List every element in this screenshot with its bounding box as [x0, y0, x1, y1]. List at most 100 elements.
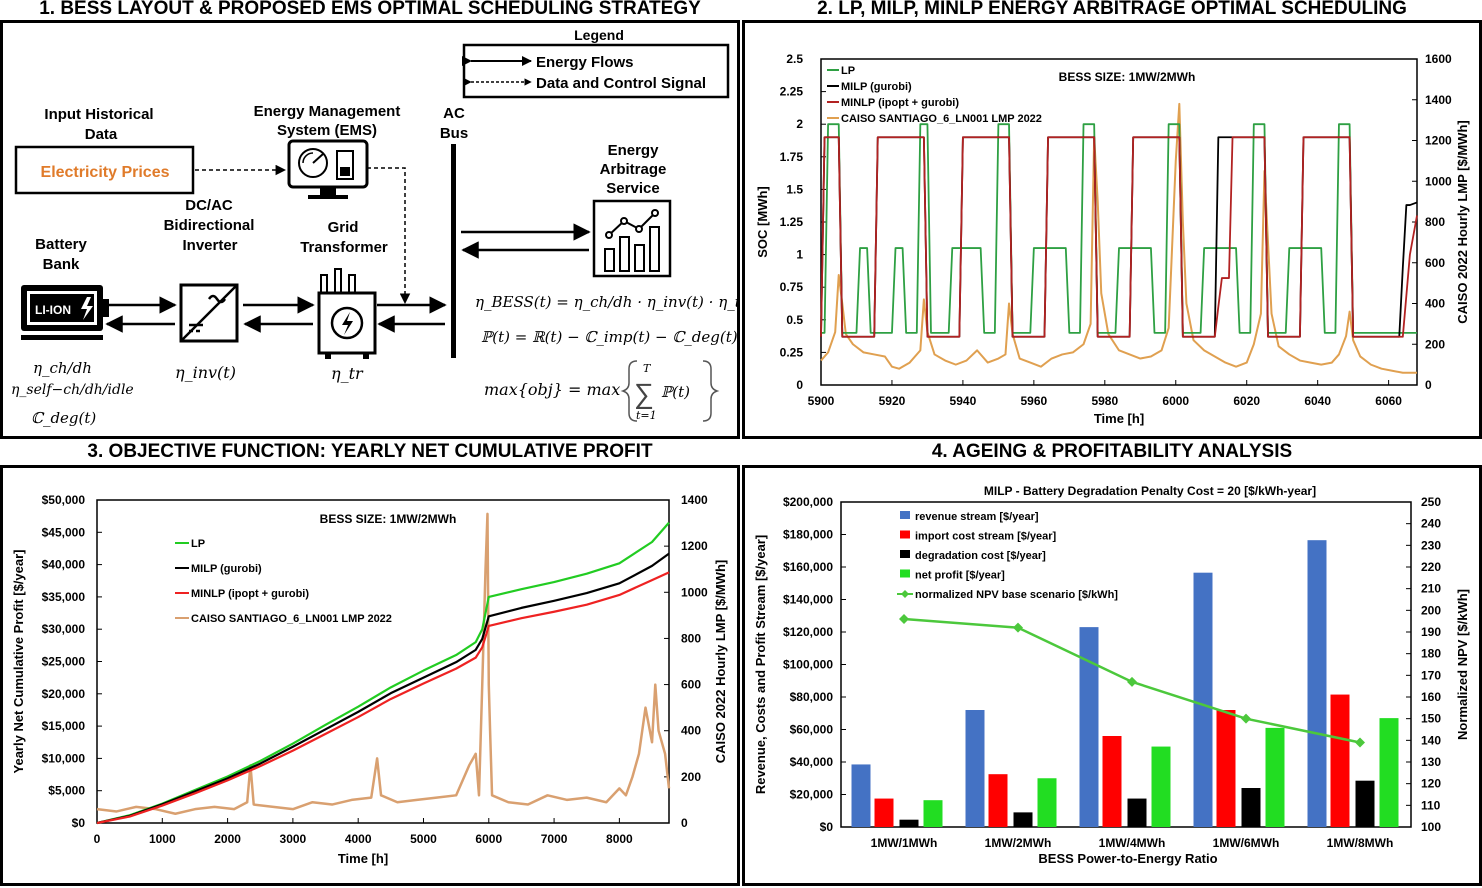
y-tick-label: 2.25	[780, 85, 804, 99]
panel-ageing: $0 $20,000 $40,000 $60,000 $80,000 $100,000 $1…	[742, 465, 1482, 886]
series-line-1	[96, 552, 670, 825]
series-line-0	[96, 521, 670, 825]
ems-line1: Energy Management	[254, 103, 401, 120]
input-historical-line1: Input Historical	[44, 106, 153, 123]
y2-tick-label: 210	[1421, 582, 1441, 596]
scheduling-chart: 0 0.25 0.5 0.75 1 1.25 1.5 1.75 2 2.25 2.5 0 200 400 6…	[755, 52, 1470, 426]
x-tick-label: 5940	[950, 394, 977, 408]
y-tick-label: $100,000	[783, 658, 833, 672]
y2-tick-label: 220	[1421, 560, 1441, 574]
x-tick-label: 7000	[541, 832, 568, 846]
equation-sum-term: ℙ(t)	[661, 383, 690, 401]
electricity-prices-box	[14, 145, 195, 195]
inverter-line2: Bidirectional	[164, 217, 255, 234]
legend-label-3: CAISO SANTIAGO_6_LN001 LMP 2022	[841, 113, 1042, 125]
bess-layout-diagram: Legend Energy Flows Data and Control Sig…	[11, 27, 749, 427]
panel-scheduling: 0 0.25 0.5 0.75 1 1.25 1.5 1.75 2 2.25 2.5 0 200 400 6…	[742, 20, 1482, 439]
x-tick-label: 6000	[1162, 394, 1189, 408]
arbitrage-line1: Energy	[608, 142, 660, 159]
battery-line2: Bank	[43, 256, 80, 273]
npv-point-1	[1013, 622, 1023, 633]
x-tick-label: 8000	[606, 832, 633, 846]
bar-2-4	[1355, 780, 1375, 827]
legend-label-1: MILP (gurobi)	[191, 563, 262, 575]
inverter-icon	[179, 283, 239, 343]
series-line-2	[96, 571, 670, 825]
bar-0-0	[851, 764, 871, 827]
legend-label-2: MINLP (ipopt + gurobi)	[191, 588, 309, 600]
eta-self-label: η_self−ch/dh/idle	[11, 382, 134, 398]
x-category-label: 1MW/8MWh	[1327, 836, 1394, 850]
y2-tick-label: 1600	[1425, 52, 1452, 66]
y2-tick-label: 1400	[1425, 93, 1452, 107]
legend-label-0: LP	[191, 538, 205, 550]
y-tick-label: $20,000	[790, 788, 834, 802]
bar-2-3	[1241, 788, 1261, 827]
x-axis-label: Time [h]	[338, 851, 388, 866]
battery-line1: Battery	[35, 236, 87, 253]
panel3-title: 3. OBJECTIVE FUNCTION: YEARLY NET CUMULA…	[87, 441, 653, 462]
bar-3-2	[1151, 746, 1171, 827]
y-tick-label: $0	[72, 816, 86, 830]
y-tick-label: $40,000	[790, 755, 834, 769]
legend-label-1: import cost stream [$/year]	[915, 531, 1057, 543]
bar-0-1	[965, 710, 985, 827]
legend-label-1: MILP (gurobi)	[841, 81, 912, 93]
legend-label-2: MINLP (ipopt + gurobi)	[841, 97, 959, 109]
y-tick-label: $140,000	[783, 593, 833, 607]
cumulative-profit-chart: $0 $5,000 $10,000 $15,000 $20,000 $25,000 $30,…	[11, 493, 728, 866]
y2-tick-label: 200	[681, 770, 701, 784]
equation-sum-lower: t=1	[636, 409, 657, 422]
y-tick-label: 0.25	[780, 345, 804, 359]
y2-tick-label: 1000	[681, 585, 708, 599]
ac-bus-bar	[451, 144, 456, 358]
panel-cumulative-profit: $0 $5,000 $10,000 $15,000 $20,000 $25,000 $30,…	[0, 465, 740, 886]
bar-1-0	[874, 798, 894, 827]
npv-point-2	[1127, 676, 1137, 687]
x-tick-label: 3000	[280, 832, 307, 846]
legend-energy-flows: Energy Flows	[536, 54, 634, 71]
bar-3-4	[1379, 718, 1399, 827]
bar-0-4	[1307, 540, 1327, 827]
legend-label-3: net profit [$/year]	[915, 570, 1005, 582]
y-tick-label: $50,000	[42, 493, 86, 507]
bar-0-2	[1079, 627, 1099, 827]
y-tick-label: $80,000	[790, 690, 834, 704]
y-tick-label: $60,000	[790, 723, 834, 737]
x-tick-label: 5980	[1091, 394, 1118, 408]
eta-tr-label: η_tr	[331, 364, 364, 383]
y2-tick-label: 1400	[681, 493, 708, 507]
x-tick-label: 1000	[149, 832, 176, 846]
y2-tick-label: 130	[1421, 755, 1441, 769]
bar-1-1	[988, 774, 1008, 827]
equation-objective-left: max{obj} = max	[484, 380, 620, 399]
y-tick-label: $200,000	[783, 495, 833, 509]
battery-chem-label: LI-ION	[35, 303, 71, 317]
series-line-3	[820, 102, 1417, 374]
y-tick-label: $0	[820, 820, 834, 834]
y-tick-label: $15,000	[42, 719, 86, 733]
y2-tick-label: 200	[1421, 603, 1441, 617]
legend-label-2: degradation cost [$/year]	[915, 550, 1046, 562]
y-tick-label: $45,000	[42, 525, 86, 539]
y-tick-label: $35,000	[42, 590, 86, 604]
arbitrage-line2: Arbitrage	[600, 161, 667, 178]
y2-tick-label: 160	[1421, 690, 1441, 704]
y2-tick-label: 200	[1425, 337, 1445, 351]
y-tick-label: 0.5	[786, 313, 803, 327]
y-tick-label: $10,000	[42, 751, 86, 765]
y2-tick-label: 0	[681, 816, 688, 830]
legend-label-3: CAISO SANTIAGO_6_LN001 LMP 2022	[191, 613, 392, 625]
bar-2-2	[1127, 798, 1147, 827]
x-tick-label: 5960	[1021, 394, 1048, 408]
x-axis-label: Time [h]	[1094, 411, 1144, 426]
transformer-line2: Transformer	[300, 239, 388, 256]
x-axis-label: BESS Power-to-Energy Ratio	[1038, 851, 1217, 866]
y2-tick-label: 1200	[681, 539, 708, 553]
y-tick-label: 1	[796, 248, 803, 262]
inverter-line1: DC/AC	[185, 197, 233, 214]
x-tick-label: 6060	[1375, 394, 1402, 408]
x-category-label: 1MW/4MWh	[1099, 836, 1166, 850]
npv-point-3	[1241, 713, 1251, 724]
panel4-title: 4. AGEING & PROFITABILITY ANALYSIS	[931, 441, 1293, 462]
